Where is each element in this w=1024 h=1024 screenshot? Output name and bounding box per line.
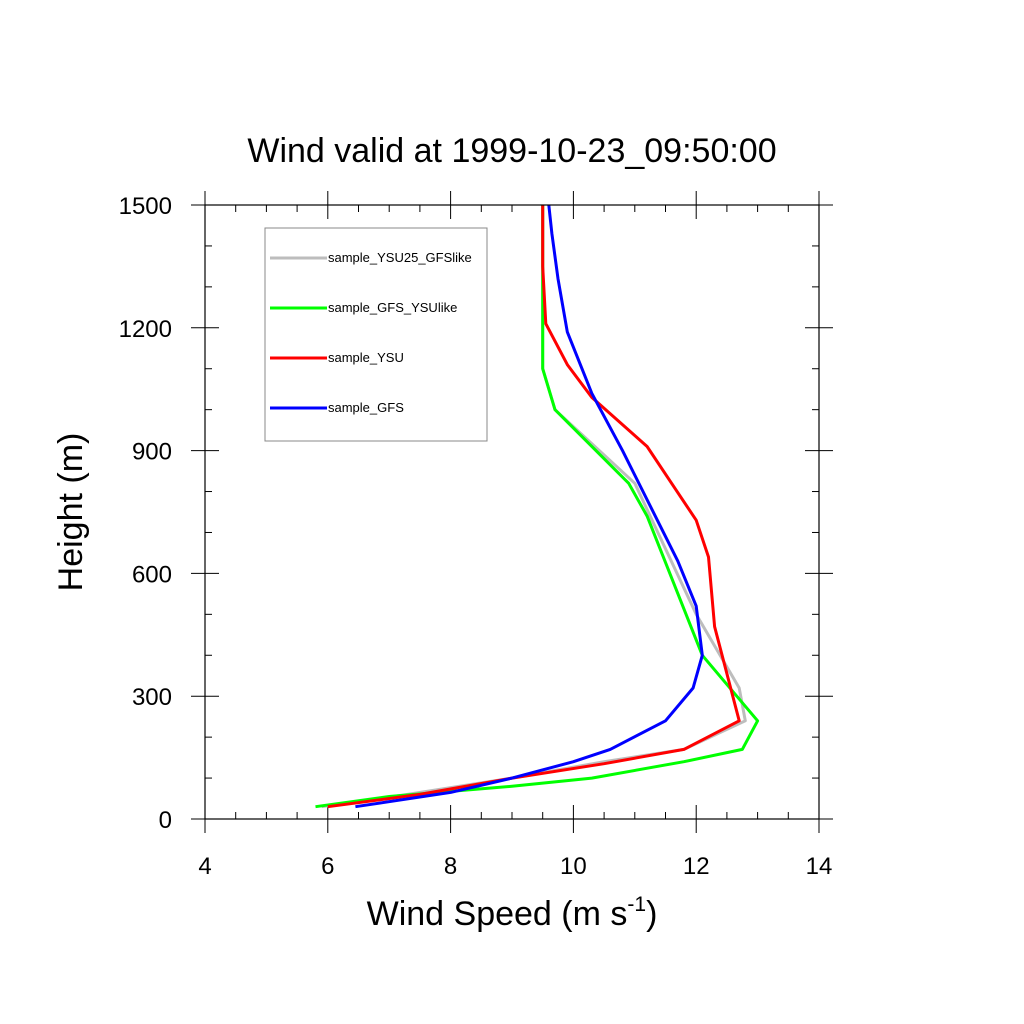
y-tick-label: 1200 bbox=[119, 316, 172, 343]
legend: sample_YSU25_GFSlike sample_GFS_YSUlikesa… bbox=[264, 227, 488, 442]
legend-label: sample_GFS bbox=[328, 400, 404, 415]
x-tick-label: 12 bbox=[683, 853, 710, 880]
x-axis-label-suffix: ) bbox=[646, 895, 657, 933]
plot-frame bbox=[204, 204, 820, 820]
y-tick-label: 1500 bbox=[119, 193, 172, 220]
legend-items: sample_YSU25_GFSlike sample_GFS_YSUlikesa… bbox=[270, 250, 472, 415]
x-tick-label: 8 bbox=[444, 853, 457, 880]
x-axis-label-main: Wind Speed (m s bbox=[367, 895, 628, 933]
legend-box bbox=[264, 227, 488, 442]
y-axis-label-group: Height (m) bbox=[52, 433, 90, 592]
legend-label: sample_GFS_YSUlike bbox=[328, 300, 457, 315]
x-axis-label-superscript: -1 bbox=[627, 893, 646, 916]
y-tick-label: 0 bbox=[159, 807, 172, 834]
y-tick-label: 900 bbox=[132, 439, 172, 466]
x-tick-label: 10 bbox=[560, 853, 587, 880]
series-line-sample_YSU bbox=[327, 205, 741, 809]
y-tick-label: 600 bbox=[132, 561, 172, 588]
tick-labels-layer: 4 6 8 10 12 14 0 300 600 900 1200 1500 bbox=[119, 193, 833, 880]
legend-label: sample_YSU25_GFSlike bbox=[328, 250, 472, 265]
y-tick-label: 300 bbox=[132, 684, 172, 711]
y-axis-label: Height (m) bbox=[52, 433, 90, 592]
x-axis-label: Wind Speed (m s-1) bbox=[367, 893, 658, 933]
x-tick-label: 6 bbox=[321, 853, 334, 880]
series-layer bbox=[315, 204, 760, 809]
series-line-sample_GFS bbox=[355, 204, 704, 809]
x-tick-label: 14 bbox=[806, 853, 833, 880]
chart-title: Wind valid at 1999-10-23_09:50:00 bbox=[247, 132, 776, 170]
legend-label: sample_YSU bbox=[328, 350, 404, 365]
x-tick-label: 4 bbox=[198, 853, 211, 880]
